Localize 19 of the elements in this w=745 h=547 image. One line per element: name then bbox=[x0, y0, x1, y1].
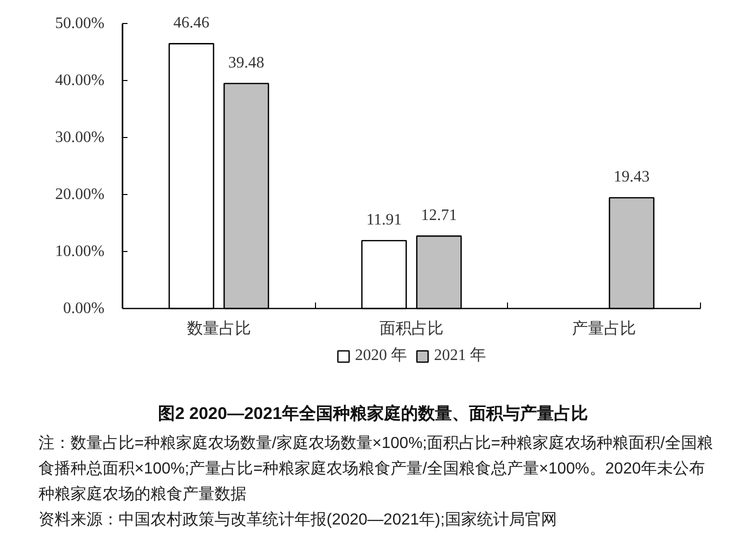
y-tick-label: 40.00% bbox=[55, 72, 104, 89]
data-label: 39.48 bbox=[228, 54, 264, 72]
data-label: 11.91 bbox=[366, 212, 402, 229]
x-tick-label: 面积占比 bbox=[380, 320, 444, 338]
y-tick-label: 30.00% bbox=[55, 129, 104, 146]
text: 图2 2020—2021年全国种粮家庭的数量、面积与产量占比 bbox=[158, 404, 588, 423]
legend-label: 2020 年 bbox=[355, 346, 407, 366]
text: 注：数量占比=种粮家庭农场数量/家庭农场数量×100%;面积占比=种粮家庭农场种粮面积/全国粮食播种总面积×100%;产量占比=种粮家庭农场粮食产量/全国粮食总产量×100%。2020年未公布种粮家庭农场的粮食产量数据 bbox=[38, 434, 713, 503]
data-label: 19.43 bbox=[614, 168, 650, 186]
y-tick-label: 0.00% bbox=[63, 300, 104, 317]
y-tick-label: 20.00% bbox=[55, 186, 104, 203]
data-label: 46.46 bbox=[173, 14, 210, 32]
data-label: 12.71 bbox=[420, 207, 457, 224]
y-tick-label: 10.00% bbox=[55, 243, 104, 260]
x-tick-label: 数量占比 bbox=[186, 320, 251, 338]
x-tick-label: 产量占比 bbox=[572, 320, 636, 338]
text: 资料来源：中国农村政策与改革统计年报(2020—2021年);国家统计局官网 bbox=[38, 510, 557, 528]
legend-label: 2021 年 bbox=[434, 346, 486, 366]
y-tick-label: 50.00% bbox=[55, 15, 104, 32]
